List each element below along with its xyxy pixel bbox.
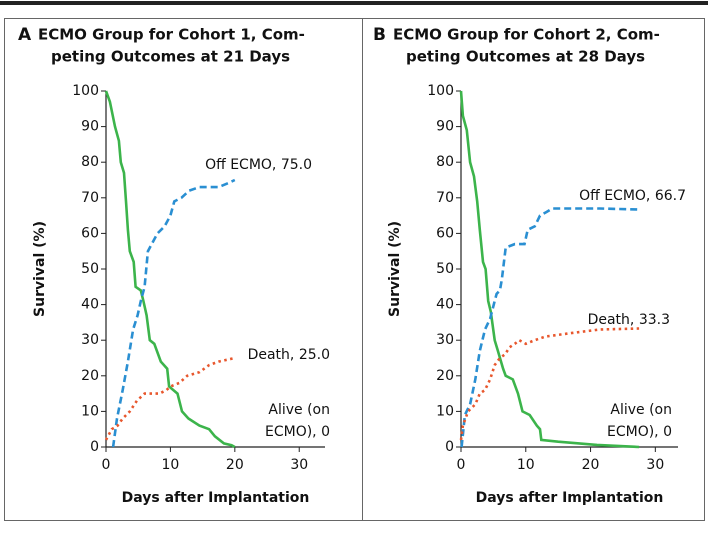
x-axis-title: Days after Implantation (122, 490, 310, 506)
y-tick-label: 10 (81, 403, 99, 419)
y-tick-label: 50 (436, 261, 454, 277)
panel-title: peting Outcomes at 21 Days (51, 48, 290, 66)
panel-letter: B (373, 25, 386, 45)
y-tick-label: 40 (436, 297, 454, 313)
panel-letter: A (18, 25, 32, 45)
y-tick-label: 70 (81, 190, 99, 206)
y-tick-label: 90 (436, 119, 454, 135)
y-tick-label: 0 (90, 439, 99, 455)
panel-title: peting Outcomes at 28 Days (406, 48, 645, 66)
x-tick-label: 10 (517, 457, 535, 473)
series-label: ECMO), 0 (265, 424, 330, 440)
frame (4, 18, 705, 521)
x-tick-label: 0 (102, 457, 111, 473)
y-axis-title: Survival (%) (387, 221, 403, 317)
y-tick-label: 10 (436, 403, 454, 419)
series-label: ECMO), 0 (607, 424, 672, 440)
y-axis-title: Survival (%) (32, 221, 48, 317)
series-label: Off ECMO, 66.7 (579, 188, 686, 204)
series-line (459, 90, 640, 449)
x-tick-label: 0 (457, 457, 466, 473)
y-tick-label: 0 (445, 439, 454, 455)
x-tick-label: 30 (646, 457, 664, 473)
x-tick-label: 10 (161, 457, 179, 473)
panel-title: ECMO Group for Cohort 2, Com- (393, 26, 660, 44)
panel-title: ECMO Group for Cohort 1, Com- (38, 26, 305, 44)
y-tick-label: 20 (436, 368, 454, 384)
y-tick-label: 30 (436, 332, 454, 348)
y-tick-label: 100 (72, 83, 99, 99)
y-tick-label: 60 (81, 225, 99, 241)
y-tick-label: 20 (81, 368, 99, 384)
y-tick-label: 80 (436, 154, 454, 170)
x-tick-label: 20 (582, 457, 600, 473)
y-tick-label: 50 (81, 261, 99, 277)
y-tick-label: 100 (427, 83, 454, 99)
series-line (104, 90, 236, 449)
series-label: Death, 33.3 (588, 312, 670, 328)
x-tick-label: 30 (290, 457, 308, 473)
y-tick-label: 90 (81, 119, 99, 135)
y-tick-label: 40 (81, 297, 99, 313)
x-tick-label: 20 (226, 457, 244, 473)
series-label: Death, 25.0 (248, 347, 330, 363)
series-line (460, 207, 640, 448)
series-label: Off ECMO, 75.0 (205, 157, 312, 173)
series-label: Alive (on (268, 402, 330, 418)
y-tick-label: 30 (81, 332, 99, 348)
series-label: Alive (on (610, 402, 672, 418)
y-tick-label: 80 (81, 154, 99, 170)
y-tick-label: 60 (436, 225, 454, 241)
top-rule (0, 1, 708, 5)
y-tick-label: 70 (436, 190, 454, 206)
x-axis-title: Days after Implantation (476, 490, 664, 506)
series-line (104, 356, 236, 441)
